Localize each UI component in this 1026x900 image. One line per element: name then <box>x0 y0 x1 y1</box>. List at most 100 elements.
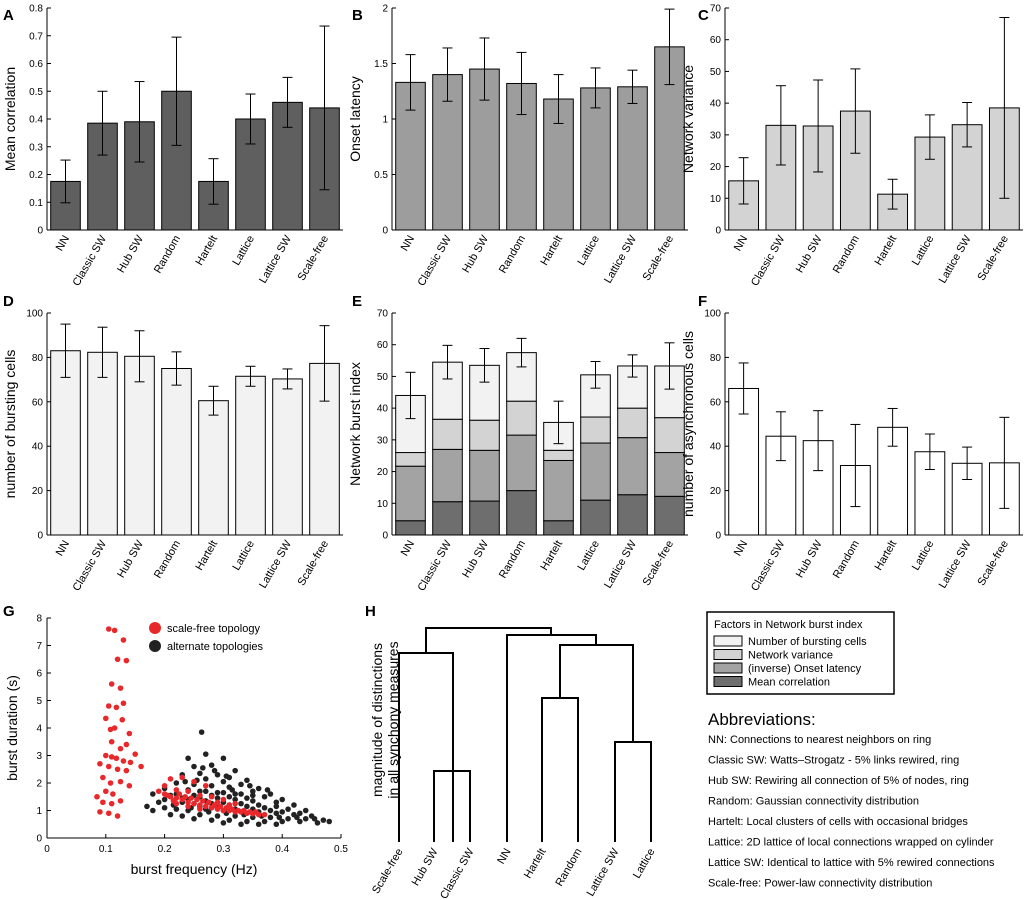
point-scale-free-topology-85 <box>220 796 227 803</box>
point-alternate-topologies-102 <box>214 789 221 796</box>
point-alternate-topologies-60 <box>197 811 203 818</box>
point-scale-free-topology-89 <box>226 802 233 808</box>
category-label-lattice: Lattice <box>910 539 937 573</box>
y-tick-label: 50 <box>710 67 722 78</box>
y-tick-label: 0 <box>715 531 721 542</box>
point-scale-free-topology-22 <box>120 758 127 764</box>
point-alternate-topologies-62 <box>232 813 238 819</box>
point-scale-free-topology-91 <box>197 806 203 812</box>
panel-c: C 0 10 20 30 40 50 60 70 Network variance NNClassi… <box>680 4 1023 288</box>
y-tick-label: 20 <box>710 486 722 497</box>
point-scale-free-topology-88 <box>214 799 221 806</box>
y-tick-label: 20 <box>32 486 44 497</box>
y-tick-label: 0.7 <box>29 31 43 42</box>
y-tick-label: 0.8 <box>29 4 43 15</box>
leaf-label-random: Random <box>553 847 584 889</box>
y-tick-label: 0 <box>382 531 388 542</box>
category-label-random: Random <box>497 539 528 581</box>
point-scale-free-topology-24 <box>97 760 103 767</box>
point-alternate-topologies-45 <box>285 806 291 812</box>
point-alternate-topologies-32 <box>214 795 221 801</box>
point-alternate-topologies-91 <box>238 800 244 807</box>
point-alternate-topologies-34 <box>250 798 256 804</box>
y-tick-label: 30 <box>710 130 722 141</box>
point-alternate-topologies-85 <box>267 807 274 814</box>
point-scale-free-topology-14 <box>126 730 133 737</box>
y-tick-label: 8 <box>36 614 42 625</box>
point-alternate-topologies-2 <box>202 751 209 757</box>
point-scale-free-topology-78 <box>185 788 191 795</box>
point-scale-free-topology-46 <box>185 799 191 806</box>
abbreviation-item: Hartelt: Local clusters of cells with oc… <box>708 816 968 828</box>
point-scale-free-topology-48 <box>197 802 203 808</box>
bar-nn <box>50 350 81 536</box>
point-alternate-topologies-59 <box>179 813 186 819</box>
point-alternate-topologies-72 <box>261 818 268 825</box>
point-scale-free-topology-81 <box>179 774 186 781</box>
point-alternate-topologies-24 <box>202 788 209 795</box>
h-ylabel-line1: magnitude of distinctions <box>369 643 385 797</box>
x-axis-label: burst frequency (Hz) <box>131 861 258 877</box>
bar-hartelt <box>198 180 229 231</box>
category-label-nn: NN <box>399 538 417 558</box>
category-label-lattice-sw: Lattice SW <box>257 233 294 286</box>
panel-g: G 0 1 2 3 4 5 6 7 8 0 0.1 0.2 0.3 0.4 0.5 burst duration… <box>3 603 348 877</box>
category-label-random: Random <box>497 234 528 276</box>
point-alternate-topologies-73 <box>279 818 286 825</box>
y-tick-label: 6 <box>36 669 42 680</box>
category-label-lattice-sw: Lattice SW <box>937 538 974 591</box>
y-tick-label: 60 <box>710 35 722 46</box>
point-alternate-topologies-86 <box>279 809 286 815</box>
point-alternate-topologies-66 <box>302 815 309 822</box>
point-scale-free-topology-9 <box>113 704 120 711</box>
point-alternate-topologies-25 <box>220 789 227 796</box>
category-label-nn: NN <box>732 233 750 253</box>
bar-segment-network-variance-lattice-sw <box>617 407 648 439</box>
category-label-classic-sw: Classic SW <box>749 538 788 593</box>
category-label-hub-sw: Hub SW <box>794 233 825 275</box>
category-label-nn: NN <box>54 233 72 253</box>
point-scale-free-topology-60 <box>164 792 171 799</box>
bar-segment-network-variance-hub-sw <box>469 419 500 451</box>
y-tick-label: 20 <box>710 162 722 173</box>
category-label-hartelt: Hartelt <box>539 234 566 268</box>
point-scale-free-topology-72 <box>235 807 241 814</box>
bar-segment-mean-correlation-random <box>506 490 537 536</box>
point-scale-free-topology-1 <box>111 627 118 634</box>
category-label-classic-sw: Classic SW <box>71 538 110 593</box>
point-scale-free-topology-11 <box>119 716 126 723</box>
bar-lattice <box>235 375 266 536</box>
x-tick-label: 0.4 <box>275 844 289 855</box>
dendro-link-nn <box>506 634 597 842</box>
point-alternate-topologies-97 <box>226 793 233 800</box>
point-alternate-topologies-14 <box>238 781 244 788</box>
point-alternate-topologies-61 <box>214 813 221 819</box>
point-alternate-topologies-79 <box>255 821 262 828</box>
point-scale-free-topology-63 <box>182 793 188 800</box>
point-scale-free-topology-75 <box>252 809 259 815</box>
bar-classic-sw <box>87 351 118 536</box>
bar-hub-sw <box>469 68 500 231</box>
y-axis-label: Onset latency <box>347 76 363 162</box>
point-scale-free-topology-15 <box>108 738 115 745</box>
point-alternate-topologies-47 <box>150 807 156 814</box>
leaf-label-lattice: Lattice <box>631 847 658 881</box>
bar-random <box>506 82 537 231</box>
y-tick-label: 20 <box>377 467 389 478</box>
y-tick-label: 0 <box>36 834 42 845</box>
point-scale-free-topology-62 <box>176 791 183 797</box>
panel-label-e: E <box>352 293 362 310</box>
bar-segment--inverse-onset-latency-nn <box>395 465 426 522</box>
dendro-link-hub-classic <box>433 770 471 842</box>
y-tick-label: 0 <box>37 226 43 237</box>
category-label-hub-sw: Hub SW <box>115 233 146 275</box>
point-scale-free-topology-7 <box>120 700 127 707</box>
point-scale-free-topology-26 <box>114 766 121 773</box>
category-label-nn: NN <box>54 538 72 558</box>
point-alternate-topologies-8 <box>214 771 221 778</box>
y-tick-label: 10 <box>710 194 722 205</box>
y-tick-label: 60 <box>710 397 722 408</box>
y-tick-label: 4 <box>36 724 42 735</box>
